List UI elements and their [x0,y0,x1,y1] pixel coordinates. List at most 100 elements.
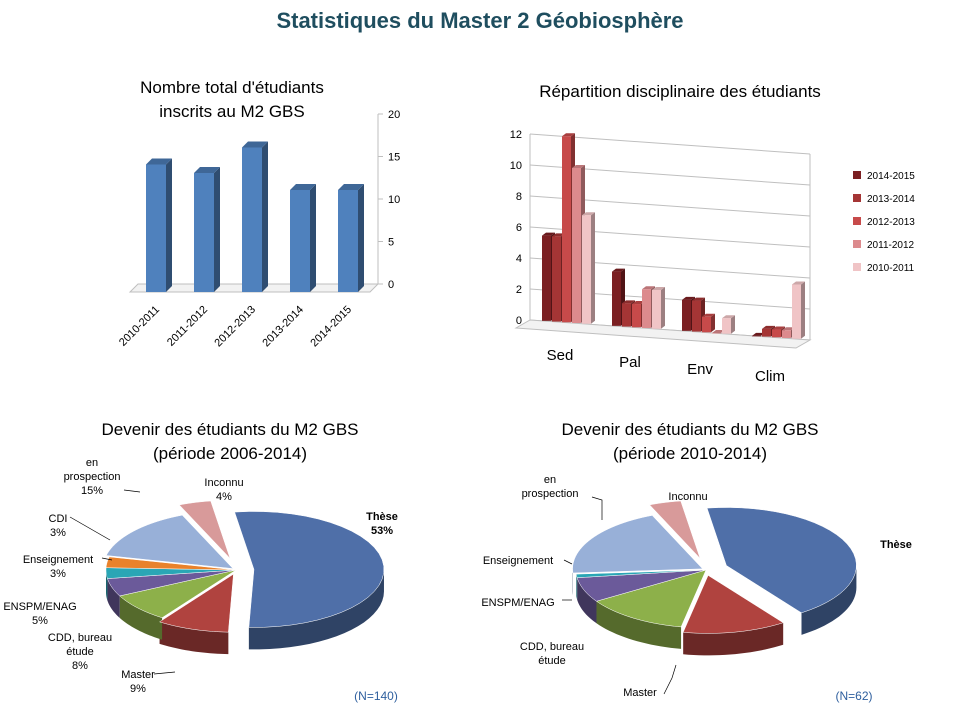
bar-top [712,330,725,333]
bar-2011-2012 [194,173,214,292]
y-tick-label: 4 [516,253,522,265]
bar-Clim-2011-2012 [782,330,791,338]
chart1-title-block: Nombre total d'étudiants inscrits au M2 … [92,76,372,124]
slice-label: ENSPM/ENAG [481,597,554,609]
slice-en prospection [105,514,234,569]
slice-label: Enseignement [483,555,553,567]
slice-side [248,569,384,650]
bar-top [762,325,775,329]
bar-Clim-2010-2011 [792,284,801,339]
x-tick-label: Sed [547,347,574,364]
bar-Sed-2013-2014 [552,236,561,322]
legend-label: 2010-2011 [867,263,915,274]
slice-side [107,578,120,618]
slice-value-label: 4% [216,491,232,503]
slice-Enseignement [576,569,707,578]
bar-2013-2014 [290,190,310,292]
slice-label: Master [623,687,657,699]
y-tick-label: 10 [388,194,400,206]
x-tick-label: Clim [755,368,785,385]
slice-value-label: 15% [81,485,103,497]
bar-top [582,212,595,216]
y-tick-label: 5 [388,237,394,249]
page-title: Statistiques du Master 2 Géobiosphère [276,8,684,33]
bar-side [711,313,715,333]
bar-top [752,332,765,336]
bar-side [166,158,172,292]
n-label: (N=62) [835,689,872,703]
bar-top [792,281,805,285]
bar-top [338,184,364,190]
leader-line [69,516,111,541]
bar-Sed-2014-2015 [542,235,551,321]
x-tick-label: 2014-2015 [308,304,354,350]
bar-Sed-2011-2012 [572,168,581,323]
slice-side [683,622,784,656]
slice-value-label: 3% [50,527,66,539]
slice-en prospection [572,515,704,574]
slice-Inconnu [649,500,701,559]
slice-Inconnu [178,500,231,559]
bar-side [731,315,735,334]
leader-line [123,489,141,493]
slice-label: Thèse [366,511,398,523]
slice-value-label: 3% [50,568,66,580]
slice-Master [158,573,234,633]
bar-Pal-2010-2011 [652,289,661,329]
slice-value-label: 8% [72,660,88,672]
legend-swatch [853,217,861,225]
bar-top [290,184,316,190]
y-tick-label: 0 [516,315,522,327]
slice-label: Enseignement [23,554,93,566]
bar-Env-2010-2011 [722,318,731,334]
slice-label: Thèse [880,539,912,551]
bar-top [572,165,585,168]
bar-2010-2011 [146,164,166,292]
x-tick-label: Env [687,361,713,378]
bar-top [242,141,268,148]
n-label: (N=140) [354,689,398,703]
bar-chart-disciplines: 0 2 4 6 8 10 12 Sed Pal Env Clim 2014-2015 2013-2014… [510,129,916,385]
slice-label: CDI [49,513,68,525]
y-tick-label: 2 [516,284,522,296]
y-tick-label: 10 [510,160,522,172]
slice-ENSPM/ENAG [576,569,707,602]
bar-side [262,141,268,292]
chart4-subtitle: (période 2010-2014) [612,444,768,463]
pie-chart-2006-2014: Thèse 53% Master 9% CDD, bureau étude 8% ENSPM/… [3,460,398,703]
slice-value-label: 5% [32,615,48,627]
legend-swatch [853,263,861,271]
slice-side [577,577,597,624]
chart3-subtitle: (période 2006-2014) [152,444,308,463]
y-tick-label: 8 [516,191,522,203]
slice-Thèse [706,507,857,614]
legend-label: 2012-2013 [867,217,915,228]
slice-CDI [105,556,237,571]
y-tick-label: 12 [510,129,522,141]
bar-Sed-2010-2011 [582,215,591,324]
slice-label: en [86,460,98,469]
bar-top [146,158,172,165]
bar-Clim-2012-2013 [772,329,781,338]
bar-Pal-2012-2013 [632,304,641,328]
slice-value-label: 9% [130,683,146,695]
slice-CDD, bureau étude [119,569,237,618]
legend-swatch [853,240,861,248]
slice-label: Inconnu [668,491,707,503]
slice-label: étude [66,646,94,658]
bar-top [772,326,785,330]
x-tick-label: 2012-2013 [212,304,258,350]
pie-chart-2010-2014: Thèse Master CDD, bureau étude ENSPM/ENAG Ens… [481,474,912,703]
slice-side [119,595,163,640]
bar-top [682,296,695,300]
leader-line [591,496,603,520]
legend-label: 2014-2015 [867,171,915,182]
bar-2014-2015 [338,190,358,292]
bar-Clim-2013-2014 [762,328,771,337]
bar-top [642,286,655,290]
bar-Env-2014-2015 [682,299,691,331]
bar-top [622,300,635,304]
y-tick-label: 20 [388,109,400,121]
chart1-title: Nombre total d'étudiants [140,78,324,97]
chart3-title: Devenir des étudiants du M2 GBS [101,420,359,439]
